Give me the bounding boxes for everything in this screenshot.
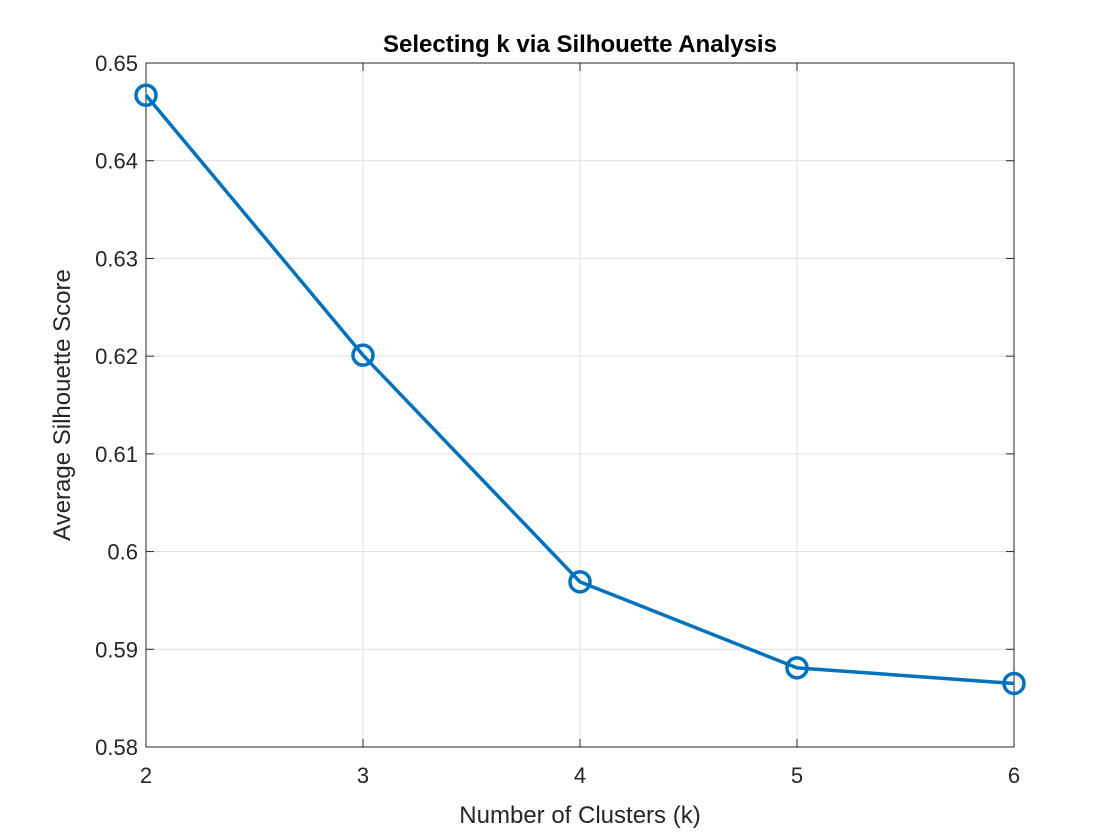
x-tick-label: 5 <box>791 763 803 788</box>
y-tick-label: 0.62 <box>95 344 138 369</box>
x-tick-label: 3 <box>357 763 369 788</box>
data-point-marker <box>568 570 592 594</box>
grid-lines <box>146 63 1014 747</box>
data-point-marker <box>785 656 809 680</box>
data-point-marker <box>351 343 375 367</box>
x-tick-label: 4 <box>574 763 586 788</box>
x-tick-label: 6 <box>1008 763 1020 788</box>
chart-title: Selecting k via Silhouette Analysis <box>383 31 777 58</box>
axis-ticks: 2 3 4 5 6 0.58 0.59 0.6 0.61 0.62 0.63 0.64 0.65 <box>95 51 1020 788</box>
y-tick-label: 0.6 <box>107 540 138 565</box>
y-tick-label: 0.61 <box>95 442 138 467</box>
y-tick-label: 0.64 <box>95 149 138 174</box>
series-line <box>144 94 1015 686</box>
y-tick-label: 0.65 <box>95 51 138 76</box>
x-tick-label: 2 <box>140 763 152 788</box>
x-axis-label: Number of Clusters (k) <box>459 802 700 829</box>
y-tick-label: 0.59 <box>95 637 138 662</box>
data-point-marker <box>1002 671 1026 696</box>
y-axis-label: Average Silhouette Score <box>49 269 76 541</box>
data-point-marker <box>134 83 158 107</box>
y-tick-label: 0.63 <box>95 246 138 271</box>
series-layer <box>134 83 1026 696</box>
y-tick-label: 0.58 <box>95 735 138 760</box>
